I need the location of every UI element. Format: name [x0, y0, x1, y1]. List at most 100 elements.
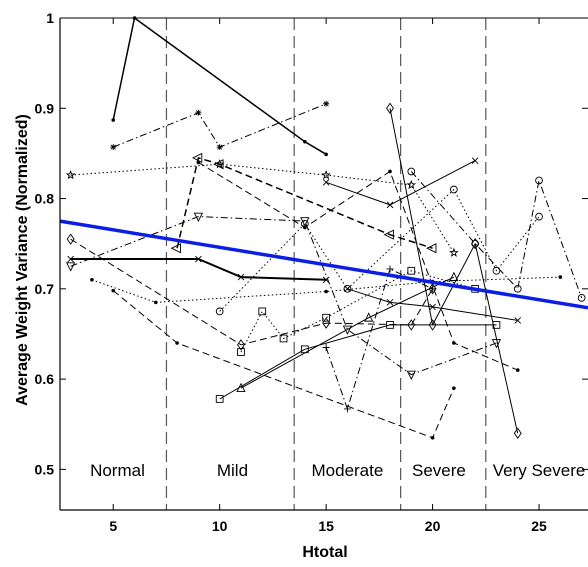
- data-point-9-1: [386, 201, 394, 209]
- data-point-4-1: [214, 159, 225, 169]
- data-point-14-3: [514, 317, 522, 324]
- data-point-4-3: [406, 179, 417, 190]
- data-point-1-0: [67, 255, 74, 263]
- data-point-2-3: [383, 229, 394, 240]
- data-point-17-2: [471, 237, 480, 250]
- data-point-14-0: [344, 285, 351, 293]
- y-tick-label-2: 0.7: [35, 281, 55, 297]
- data-point-7-0: [90, 277, 94, 282]
- data-point-6-4: [428, 283, 437, 295]
- series-16: [196, 160, 520, 372]
- data-point-13-2: [386, 265, 394, 273]
- series-10: [111, 288, 456, 440]
- data-point-16-1: [303, 225, 307, 230]
- data-point-7-4: [558, 275, 563, 279]
- data-point-12-5: [535, 212, 543, 221]
- data-point-6-3: [407, 319, 416, 331]
- series-3: [110, 100, 330, 151]
- data-point-7-1: [154, 300, 158, 305]
- severity-label-3: Severe: [412, 461, 466, 480]
- data-point-11-2: [449, 271, 459, 281]
- series-line-5: [219, 324, 497, 400]
- data-point-16-3: [452, 341, 456, 345]
- data-point-18-3: [535, 176, 543, 185]
- data-point-2-4: [426, 243, 437, 254]
- series-9: [322, 157, 479, 209]
- data-point-14-2: [429, 303, 436, 311]
- data-point-10-0: [111, 288, 116, 293]
- data-point-10-2: [430, 435, 435, 440]
- series-layer: [65, 16, 586, 440]
- y-tick-label-1: 0.6: [35, 371, 55, 387]
- x-tick-label-2: 15: [318, 518, 334, 534]
- x-axis-title: Htotal: [302, 544, 347, 561]
- series-line-18: [410, 171, 583, 299]
- series-12: [215, 185, 543, 316]
- data-point-13-0: [322, 344, 330, 352]
- data-point-3-2: [216, 144, 223, 151]
- data-point-0-2: [303, 139, 307, 144]
- data-point-18-4: [577, 294, 586, 302]
- y-tick-label-5: 1: [46, 10, 54, 26]
- series-0: [111, 16, 328, 157]
- data-point-18-2: [513, 284, 522, 293]
- data-point-1-2: [237, 273, 245, 281]
- series-line-14: [347, 288, 518, 321]
- data-point-13-3: [429, 285, 437, 293]
- x-tick-label-1: 10: [212, 518, 228, 534]
- data-point-4-4: [449, 247, 459, 257]
- axes-layer: 0.50.60.70.80.915 10 15 20 25: [35, 10, 588, 534]
- data-point-16-0: [196, 160, 201, 165]
- data-point-4-2: [321, 170, 331, 180]
- data-point-8-4: [406, 370, 416, 380]
- series-1: [67, 255, 330, 284]
- series-line-0: [112, 17, 327, 155]
- series-line-1: [70, 258, 327, 281]
- series-line-12: [219, 189, 540, 312]
- data-point-0-0: [111, 118, 116, 122]
- x-tick-label-4: 25: [531, 518, 547, 534]
- data-point-13-1: [343, 405, 351, 413]
- severity-label-1: Mild: [217, 461, 248, 480]
- data-point-3-1: [195, 109, 202, 116]
- data-point-8-1: [193, 212, 204, 223]
- data-point-10-3: [452, 386, 456, 390]
- series-line-3: [113, 103, 327, 148]
- severity-boundaries: [165, 18, 487, 510]
- data-point-18-0: [407, 167, 416, 176]
- series-14: [344, 285, 522, 324]
- data-point-15-3: [322, 313, 330, 322]
- data-point-16-2: [388, 169, 392, 174]
- data-point-9-2: [471, 157, 479, 164]
- series-18: [407, 167, 586, 302]
- series-line-4: [70, 163, 455, 253]
- series-line-6: [70, 238, 434, 346]
- data-point-17-3: [513, 427, 522, 439]
- data-point-12-0: [215, 307, 224, 316]
- severity-label-2: Moderate: [312, 461, 384, 480]
- series-4: [65, 159, 459, 257]
- severity-band-labels: Normal Mild Moderate Severe Very Severe: [90, 461, 585, 480]
- series-line-8: [70, 216, 497, 376]
- y-tick-label-3: 0.8: [35, 191, 55, 207]
- severity-label-4: Very Severe: [493, 461, 586, 480]
- data-point-2-1: [191, 152, 203, 164]
- data-point-15-2: [279, 334, 288, 343]
- data-point-14-1: [386, 299, 394, 306]
- data-point-8-0: [66, 262, 76, 272]
- data-point-15-4: [407, 266, 416, 275]
- data-point-1-1: [195, 255, 202, 263]
- data-point-6-1: [237, 339, 245, 351]
- data-point-16-4: [515, 368, 520, 372]
- data-point-0-3: [324, 152, 328, 157]
- y-tick-label-0: 0.5: [35, 461, 55, 477]
- data-point-3-0: [110, 144, 117, 151]
- trend-layer: [59, 219, 588, 310]
- x-tick-label-3: 20: [425, 518, 441, 534]
- data-point-12-4: [492, 266, 501, 275]
- data-point-15-0: [237, 348, 245, 356]
- data-point-12-2: [343, 284, 352, 293]
- data-point-1-3: [322, 276, 330, 284]
